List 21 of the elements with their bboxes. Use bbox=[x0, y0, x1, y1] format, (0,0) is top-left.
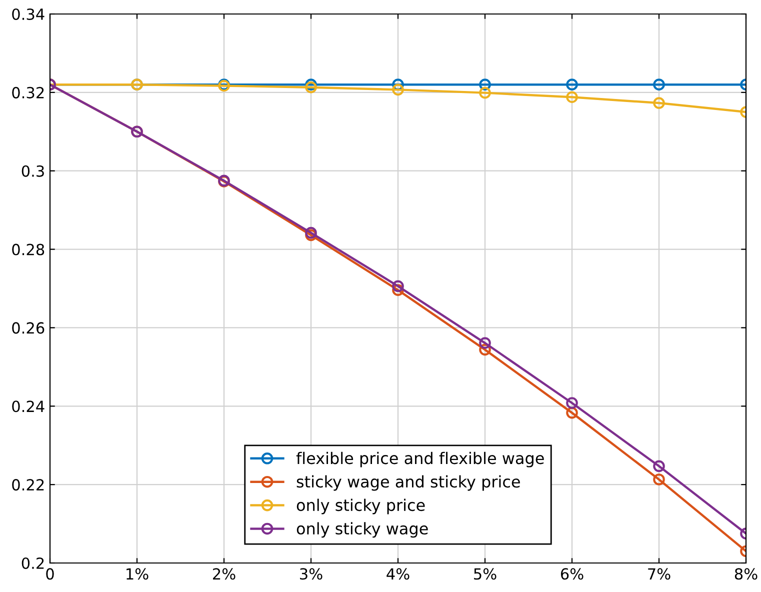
y-tick-label: 0.2 bbox=[22, 557, 44, 570]
x-tick-label: 7% bbox=[648, 568, 670, 580]
legend-label: only sticky price bbox=[296, 498, 425, 514]
legend-label: sticky wage and sticky price bbox=[296, 475, 520, 491]
legend-label: flexible price and flexible wage bbox=[296, 452, 544, 468]
x-tick-label: 1% bbox=[126, 568, 148, 580]
x-tick-label: 2% bbox=[213, 568, 236, 580]
legend-label: only sticky wage bbox=[296, 522, 428, 538]
y-tick-label: 0.3 bbox=[22, 165, 44, 177]
x-tick-label: 5% bbox=[474, 568, 496, 580]
y-tick-label: 0.24 bbox=[12, 400, 44, 412]
y-tick-label: 0.26 bbox=[12, 322, 44, 334]
x-tick-label: 0 bbox=[46, 568, 54, 580]
x-tick-label: 3% bbox=[300, 568, 322, 580]
x-tick-label: 6% bbox=[560, 568, 584, 580]
y-tick-label: 0.34 bbox=[12, 8, 44, 20]
y-tick-label: 0.32 bbox=[12, 86, 44, 98]
y-tick-label: 0.22 bbox=[12, 479, 44, 491]
x-tick-label: 8% bbox=[734, 568, 758, 580]
x-tick-label: 4% bbox=[386, 568, 410, 580]
y-tick-label: 0.28 bbox=[12, 244, 44, 256]
